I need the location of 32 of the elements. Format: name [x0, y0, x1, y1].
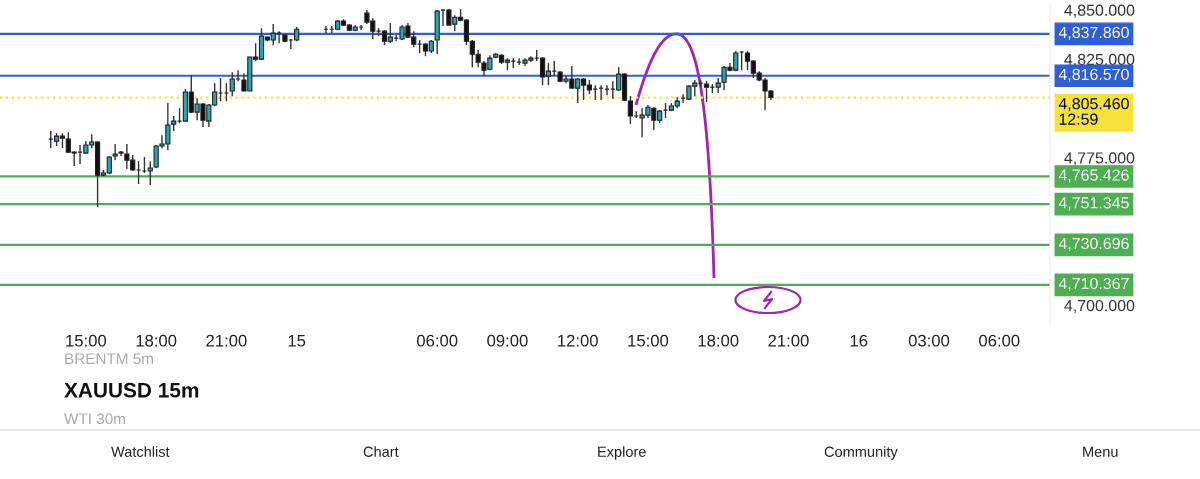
text: Community	[824, 446, 898, 460]
y-tick-label: 4,775.000	[1064, 152, 1135, 166]
ref-line-label: 4,730.696	[1058, 237, 1129, 252]
ref-line-label: 4,837.860	[1058, 26, 1129, 40]
x-tick-label: 18:00	[698, 334, 739, 347]
ref-line-label: 4,765.426	[1058, 169, 1129, 183]
ref-line-label: 4,751.345	[1058, 197, 1129, 211]
text: Chart	[363, 446, 399, 457]
x-tick-label: 21:00	[206, 334, 247, 347]
text: WTI 30m	[64, 413, 125, 425]
x-tick-label: 15	[288, 334, 306, 347]
ref-line-label: 4,710.367	[1058, 277, 1129, 292]
x-tick-label: 03:00	[908, 334, 950, 347]
x-tick-label: 06:00	[979, 334, 1020, 347]
y-tick-label: 4,850.000	[1064, 4, 1135, 18]
text: Explore	[598, 446, 646, 460]
text: BRENTM 5m	[65, 353, 153, 365]
y-tick-label: 4,825.000	[1064, 53, 1135, 67]
x-tick-label: 18:00	[136, 334, 177, 347]
x-tick-label: 09:00	[487, 334, 528, 347]
text: Menu	[1083, 446, 1118, 457]
x-tick-label: 06:00	[416, 334, 458, 347]
x-tick-label: 15:00	[628, 334, 669, 347]
x-tick-label: 12:00	[558, 334, 598, 347]
x-tick-label: 15:00	[66, 334, 107, 347]
ref-line-label: 4,816.570	[1058, 68, 1129, 82]
text: XAUUSD 15m	[64, 382, 199, 398]
y-tick-label: 4,700.000	[1064, 299, 1135, 314]
text: Watchlist	[111, 446, 170, 457]
x-tick-label: 16	[850, 334, 868, 347]
x-tick-label: 21:00	[768, 334, 809, 347]
ref-line-label: 4,805.460 12:59	[1058, 98, 1129, 125]
